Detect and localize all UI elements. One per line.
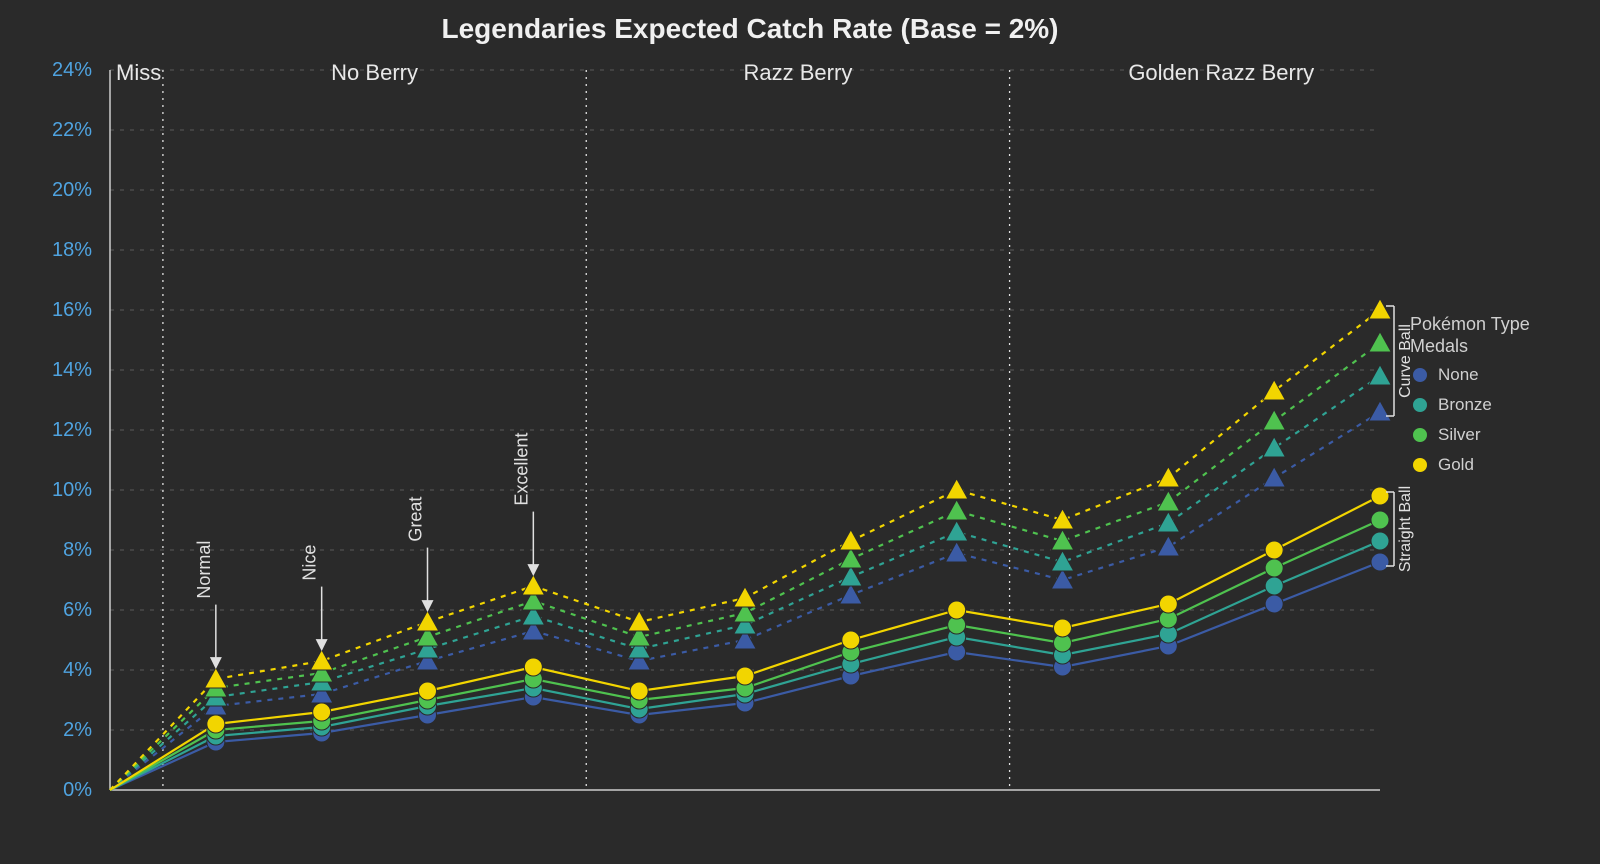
legend-swatch	[1413, 428, 1427, 442]
legend-swatch	[1413, 458, 1427, 472]
series-marker-circle	[842, 631, 860, 649]
series-marker-circle	[419, 682, 437, 700]
y-tick-label: 14%	[52, 359, 92, 381]
y-tick-label: 12%	[52, 419, 92, 441]
y-tick-label: 16%	[52, 299, 92, 321]
legend-item-label: Bronze	[1438, 395, 1492, 414]
series-marker-circle	[1054, 619, 1072, 637]
legend-item-label: Silver	[1438, 425, 1481, 444]
legend-title: Pokémon Type	[1410, 314, 1530, 334]
section-header: Golden Razz Berry	[1128, 60, 1314, 85]
series-marker-circle	[1265, 541, 1283, 559]
series-marker-circle	[524, 658, 542, 676]
series-marker-circle	[630, 682, 648, 700]
series-marker-circle	[207, 715, 225, 733]
section-header: No Berry	[331, 60, 418, 85]
throw-label: Excellent	[511, 433, 531, 506]
y-tick-label: 6%	[63, 599, 92, 621]
legend-swatch	[1413, 368, 1427, 382]
series-marker-circle	[1371, 532, 1389, 550]
series-marker-circle	[1265, 595, 1283, 613]
y-tick-label: 4%	[63, 659, 92, 681]
series-marker-circle	[948, 601, 966, 619]
chart-title: Legendaries Expected Catch Rate (Base = …	[441, 13, 1058, 44]
chart-svg: Legendaries Expected Catch Rate (Base = …	[0, 0, 1600, 864]
series-marker-circle	[736, 667, 754, 685]
y-tick-label: 8%	[63, 539, 92, 561]
y-tick-label: 2%	[63, 719, 92, 741]
legend-swatch	[1413, 398, 1427, 412]
y-tick-label: 18%	[52, 239, 92, 261]
series-marker-circle	[1265, 577, 1283, 595]
series-marker-circle	[1159, 595, 1177, 613]
series-marker-circle	[1371, 553, 1389, 571]
throw-label: Nice	[300, 545, 320, 581]
y-tick-label: 24%	[52, 59, 92, 81]
legend-item-label: Gold	[1438, 455, 1474, 474]
series-marker-circle	[1371, 511, 1389, 529]
legend-title: Medals	[1410, 336, 1468, 356]
legend-item-label: None	[1438, 365, 1479, 384]
series-marker-circle	[1371, 487, 1389, 505]
series-marker-circle	[1265, 559, 1283, 577]
section-header: Razz Berry	[744, 60, 853, 85]
section-header: Miss	[116, 60, 161, 85]
y-tick-label: 20%	[52, 179, 92, 201]
y-tick-label: 10%	[52, 479, 92, 501]
throw-label: Great	[406, 497, 426, 542]
y-tick-label: 22%	[52, 119, 92, 141]
straight-ball-label: Straight Ball	[1397, 486, 1414, 572]
throw-label: Normal	[194, 541, 214, 599]
chart-container: Legendaries Expected Catch Rate (Base = …	[0, 0, 1600, 864]
series-marker-circle	[313, 703, 331, 721]
y-tick-label: 0%	[63, 779, 92, 801]
